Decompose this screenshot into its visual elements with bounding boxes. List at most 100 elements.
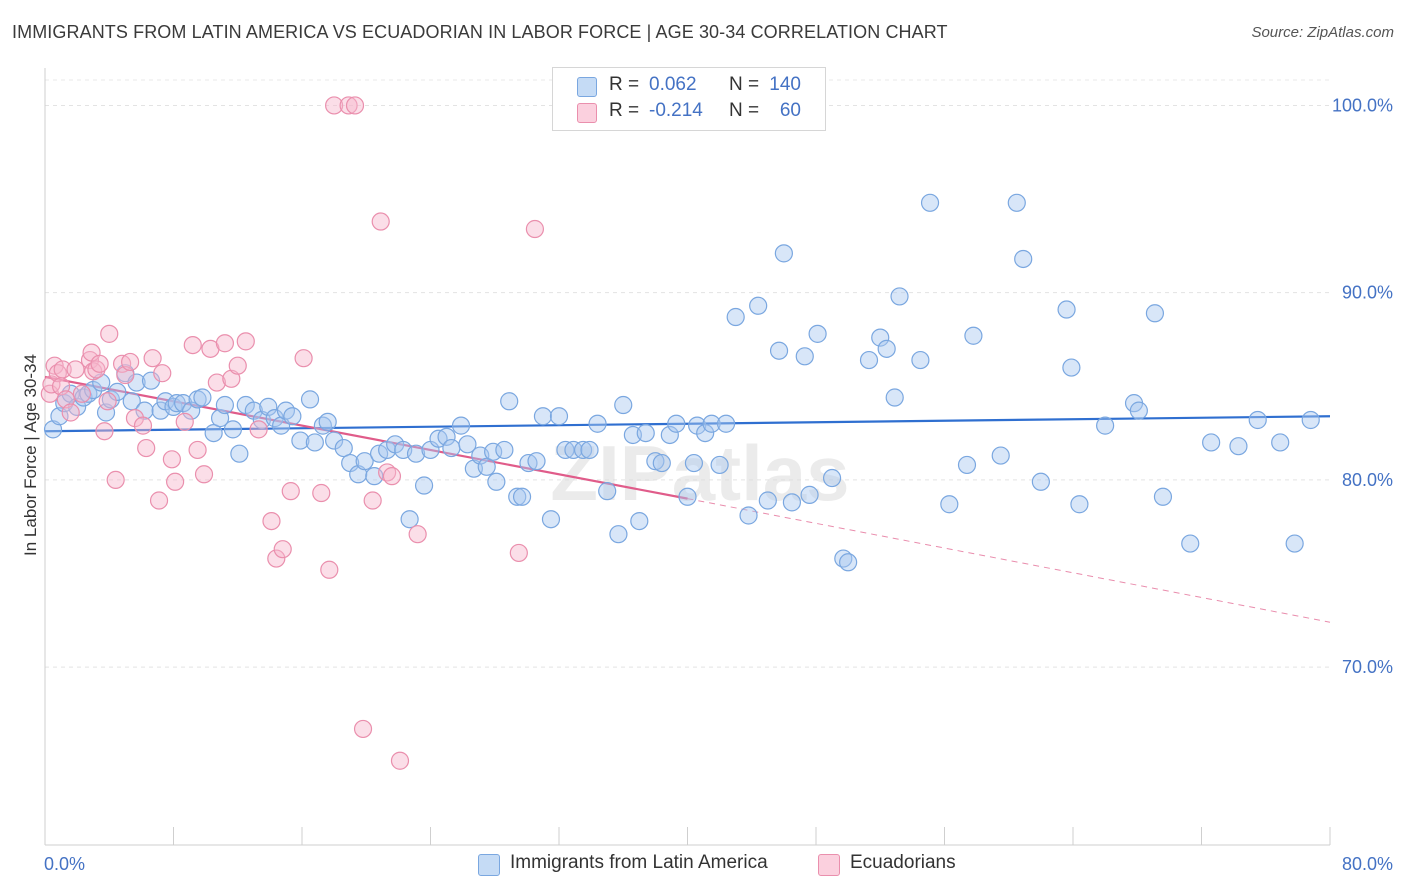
data-point bbox=[1153, 487, 1173, 506]
data-point bbox=[822, 468, 842, 488]
series-latin-america bbox=[43, 193, 1320, 572]
stats-legend: R = 0.062 N = 140 R = -0.214 N = 60 bbox=[552, 67, 826, 131]
data-point bbox=[194, 465, 214, 484]
data-point bbox=[458, 435, 477, 454]
data-point bbox=[726, 307, 745, 327]
data-point bbox=[249, 420, 268, 439]
data-point bbox=[345, 96, 365, 115]
data-point bbox=[355, 452, 374, 471]
data-point bbox=[318, 412, 337, 431]
series-ecuadorians bbox=[40, 96, 545, 770]
data-point bbox=[890, 287, 909, 306]
trend-line-extension bbox=[687, 498, 1331, 623]
y-tick-label: 100.0% bbox=[1332, 95, 1393, 115]
data-point bbox=[1007, 193, 1026, 212]
data-point bbox=[1096, 416, 1115, 435]
data-point bbox=[339, 96, 358, 115]
data-point bbox=[769, 341, 789, 360]
data-point bbox=[406, 444, 426, 463]
data-point bbox=[80, 350, 100, 370]
data-point bbox=[527, 452, 546, 471]
data-point bbox=[371, 212, 390, 231]
data-point bbox=[588, 414, 607, 433]
data-point bbox=[236, 332, 255, 351]
data-point bbox=[795, 347, 814, 366]
y-tick-label: 90.0% bbox=[1342, 283, 1393, 303]
axes bbox=[44, 68, 1331, 846]
data-point bbox=[84, 362, 103, 381]
data-point bbox=[684, 453, 704, 473]
series-legend: Immigrants from Latin America Ecuadorian… bbox=[0, 852, 1406, 878]
watermark: ZIPatlas bbox=[550, 429, 849, 517]
data-point bbox=[353, 719, 373, 739]
data-point bbox=[334, 438, 353, 458]
data-point bbox=[487, 472, 506, 491]
data-point bbox=[143, 349, 162, 368]
data-point bbox=[512, 487, 532, 506]
data-point bbox=[300, 390, 320, 409]
data-point bbox=[382, 467, 402, 486]
data-point bbox=[207, 373, 226, 392]
data-point bbox=[1285, 534, 1304, 553]
data-point bbox=[87, 360, 106, 379]
data-point bbox=[133, 416, 153, 435]
data-point bbox=[749, 296, 768, 315]
data-point bbox=[652, 453, 671, 473]
data-point bbox=[1129, 401, 1148, 420]
data-point bbox=[1229, 437, 1248, 456]
r-value: 0.062 bbox=[649, 74, 697, 95]
n-label: N = bbox=[729, 100, 760, 121]
data-point bbox=[230, 444, 249, 463]
data-point bbox=[222, 369, 241, 388]
data-point bbox=[451, 416, 471, 435]
data-point bbox=[414, 476, 434, 495]
y-tick-label: 80.0% bbox=[1342, 470, 1393, 490]
data-point bbox=[739, 506, 758, 525]
data-point bbox=[182, 401, 201, 420]
swatch-ecuadorians bbox=[577, 103, 597, 123]
data-point bbox=[533, 407, 553, 426]
data-point bbox=[61, 403, 80, 422]
legend-label-latin-america: Immigrants from Latin America bbox=[510, 852, 768, 873]
data-point bbox=[66, 360, 85, 379]
data-point bbox=[149, 491, 169, 510]
chart-title: IMMIGRANTS FROM LATIN AMERICA VS ECUADOR… bbox=[12, 22, 948, 42]
data-point bbox=[101, 390, 120, 409]
r-label: R = bbox=[609, 100, 640, 121]
data-point bbox=[871, 328, 890, 347]
data-point bbox=[877, 339, 896, 358]
data-point bbox=[1062, 358, 1081, 377]
data-point bbox=[305, 433, 324, 452]
data-point bbox=[678, 487, 697, 506]
data-point bbox=[1181, 534, 1200, 553]
data-point bbox=[43, 420, 63, 439]
data-point bbox=[758, 491, 777, 510]
data-point bbox=[215, 395, 234, 415]
data-point bbox=[390, 751, 410, 770]
r-value: -0.214 bbox=[649, 100, 703, 121]
data-point bbox=[188, 440, 207, 460]
data-point bbox=[183, 335, 202, 355]
data-point bbox=[72, 384, 92, 403]
data-point bbox=[167, 394, 186, 413]
data-point bbox=[710, 455, 729, 475]
data-point bbox=[580, 440, 599, 460]
legend-swatch-latin-america bbox=[478, 854, 500, 876]
data-point bbox=[294, 349, 313, 368]
data-point bbox=[108, 382, 127, 402]
data-point bbox=[839, 553, 858, 572]
x-tick-label: 0.0% bbox=[44, 854, 85, 874]
source-label: Source: ZipAtlas.com bbox=[1251, 24, 1394, 41]
data-point bbox=[223, 420, 243, 439]
data-point bbox=[541, 510, 561, 529]
data-point bbox=[349, 465, 368, 484]
y-tick-label: 70.0% bbox=[1342, 657, 1393, 677]
data-point bbox=[291, 431, 310, 450]
data-point bbox=[442, 438, 461, 458]
data-point bbox=[614, 395, 633, 415]
data-point bbox=[525, 219, 545, 239]
data-point bbox=[1014, 249, 1033, 269]
data-point bbox=[106, 470, 125, 490]
x-tick-labels: 0.0% 80.0% bbox=[44, 854, 1393, 874]
data-point bbox=[228, 356, 247, 375]
